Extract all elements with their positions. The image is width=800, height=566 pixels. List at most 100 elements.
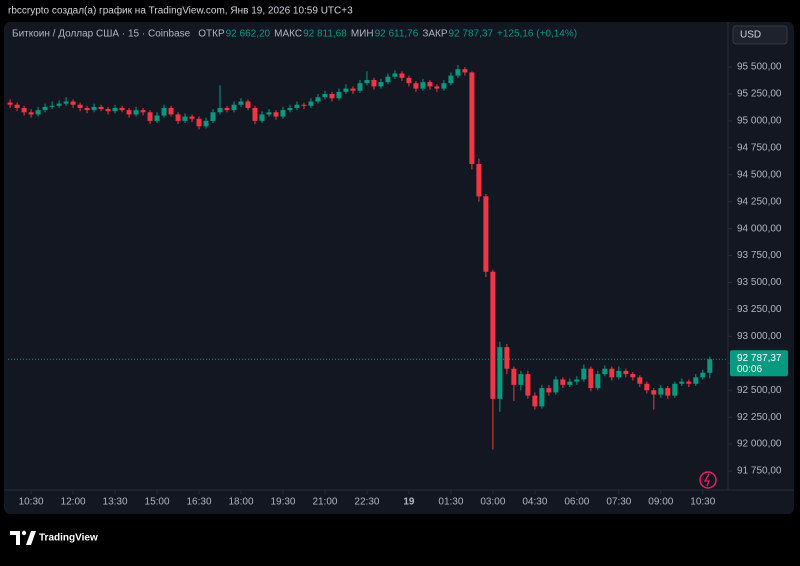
candle-body <box>476 163 482 197</box>
candle-body <box>581 368 587 380</box>
candle-body <box>315 97 321 102</box>
candle-body <box>609 368 615 378</box>
candle-body <box>651 390 657 395</box>
candle-body <box>280 110 286 117</box>
candle-body <box>133 110 139 115</box>
candle-body <box>679 381 685 384</box>
candle-body <box>105 109 111 112</box>
currency[interactable]: USD <box>740 30 761 41</box>
candle-body <box>518 374 524 385</box>
candle-body <box>196 118 202 127</box>
candle-body <box>665 388 671 396</box>
candle-body <box>245 101 251 108</box>
candle-body <box>252 107 258 121</box>
candle-body <box>175 114 181 121</box>
candle-body <box>427 82 433 87</box>
x-tick-label: 13:30 <box>103 497 128 508</box>
candle-body <box>686 381 692 384</box>
candle-body <box>322 93 328 98</box>
legend-key: МИН <box>351 29 374 40</box>
candle-body <box>420 82 426 89</box>
candle-body <box>658 388 664 395</box>
ohlc-legend: ОТКР 92 662,20 МАКС 92 811,68 МИН 92 611,76 ЗА… <box>198 29 577 40</box>
y-tick-label: 92 500,00 <box>737 385 782 396</box>
candle-body <box>259 114 265 121</box>
candle-body <box>637 377 643 384</box>
candle-body <box>469 72 475 164</box>
candle-body <box>56 103 62 106</box>
candle-body <box>91 106 97 111</box>
candle-body <box>644 383 650 391</box>
last-price-label: 92 787,37 <box>737 353 782 364</box>
y-tick-label: 93 750,00 <box>737 250 782 261</box>
candle-body <box>399 73 405 78</box>
x-tick-label: 18:00 <box>228 497 253 508</box>
candle-body <box>672 383 678 396</box>
plot: 91 750,00 92 000,00 92 250,00 92 500,00 92 7… <box>7 62 788 508</box>
candle-body <box>98 106 104 110</box>
candle-body <box>301 104 307 106</box>
candle-body <box>84 107 90 111</box>
candle-body <box>371 79 377 87</box>
candle-body <box>623 370 629 375</box>
candle-body <box>700 372 706 378</box>
candle-body <box>448 75 454 84</box>
candle-body <box>14 104 20 108</box>
x-tick-label: 09:00 <box>648 497 673 508</box>
x-tick-label: 19:30 <box>270 497 295 508</box>
candle-body <box>112 107 118 112</box>
candle-body <box>42 106 48 111</box>
candle-body <box>203 120 209 127</box>
candle-body <box>336 91 342 99</box>
candle-body <box>28 112 34 115</box>
candle-body <box>70 101 76 105</box>
candle-body <box>49 105 55 107</box>
legend-value: 92 787,37 <box>449 29 494 40</box>
candle-body <box>238 101 244 105</box>
candle-body <box>35 110 41 115</box>
x-tick-label: 07:30 <box>606 497 631 508</box>
candle-body <box>189 116 195 119</box>
y-tick-label: 95 500,00 <box>737 62 782 73</box>
candle-body <box>441 83 447 89</box>
candle-body <box>287 107 293 111</box>
symbol: Биткоин / Доллар США · 15 · Coinbase <box>12 29 191 40</box>
candle-body <box>350 88 356 91</box>
currency-box[interactable] <box>732 25 788 45</box>
candle-body <box>511 368 517 385</box>
candle-body <box>182 116 188 121</box>
candle-body <box>294 104 300 108</box>
candle-body <box>462 69 468 73</box>
x-tick-label: 10:30 <box>19 497 44 508</box>
x-tick-label: 15:00 <box>145 497 170 508</box>
candle-body <box>357 83 363 91</box>
chart-panel <box>4 22 794 514</box>
candle-body <box>343 88 349 92</box>
candle-body <box>308 101 314 106</box>
legend-value: 92 811,68 <box>303 29 347 40</box>
candle-body <box>616 370 622 378</box>
candle-body <box>707 359 713 373</box>
x-tick-label: 16:30 <box>187 497 212 508</box>
candle-body <box>161 107 167 116</box>
candle-body <box>504 347 510 369</box>
candle-body <box>224 107 230 111</box>
candle-body <box>168 107 174 115</box>
legend-key: ОТКР <box>198 29 225 40</box>
candle-body <box>574 379 580 382</box>
y-tick-label: 94 250,00 <box>737 196 782 207</box>
candle-body <box>21 107 27 113</box>
candle-body <box>140 110 146 113</box>
candle-body <box>231 104 237 111</box>
x-tick-label: 21:00 <box>312 497 337 508</box>
candle-body <box>588 368 594 389</box>
x-tick-label: 04:30 <box>522 497 547 508</box>
alert-icon[interactable] <box>699 471 717 489</box>
candle-body <box>539 388 545 407</box>
candle-body <box>595 374 601 389</box>
x-tick-label: 06:00 <box>564 497 589 508</box>
y-tick-label: 94 750,00 <box>737 142 782 153</box>
candle-body <box>63 101 69 104</box>
y-tick-label: 91 750,00 <box>737 466 782 477</box>
